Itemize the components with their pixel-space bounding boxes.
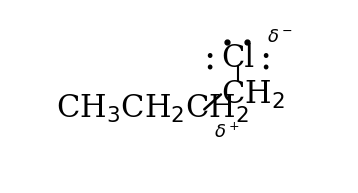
Text: CH$_2$: CH$_2$	[221, 78, 285, 111]
Text: :: :	[259, 42, 271, 76]
Text: :: :	[204, 42, 216, 76]
Text: Cl: Cl	[221, 43, 254, 74]
Text: $\delta^-$: $\delta^-$	[267, 28, 292, 46]
Text: CH$_3$CH$_2$CH$_2$: CH$_3$CH$_2$CH$_2$	[56, 93, 249, 125]
Text: $\delta^+$: $\delta^+$	[213, 122, 240, 141]
